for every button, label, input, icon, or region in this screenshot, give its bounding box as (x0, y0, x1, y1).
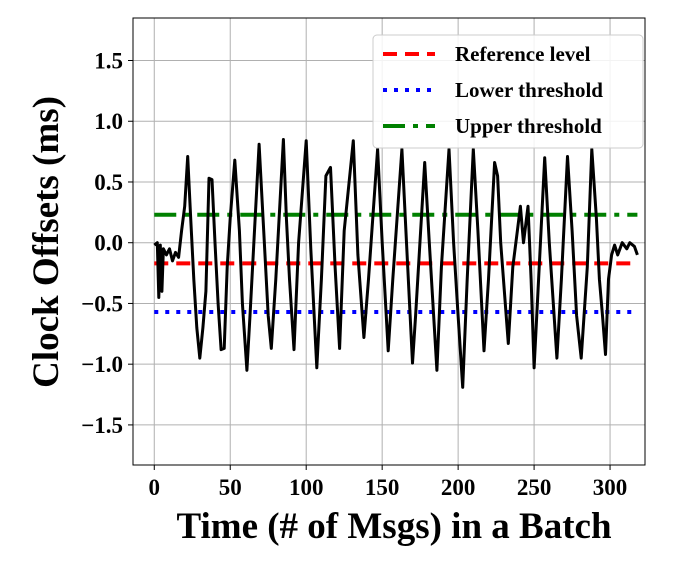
plot-frame (132, 17, 646, 466)
y-tick-label: −1.0 (81, 352, 123, 377)
legend-label: Reference level (455, 42, 591, 66)
y-tick-label: 0.5 (94, 170, 123, 195)
x-axis-ticks: 0 50 100 150 200 250 300 (149, 465, 628, 500)
y-axis-label: Clock Offsets (ms) (26, 96, 67, 388)
x-tick-label: 150 (365, 475, 400, 500)
x-tick-label: 200 (441, 475, 476, 500)
y-tick-label: 0.0 (94, 231, 123, 256)
x-tick-label: 100 (289, 475, 324, 500)
x-tick-label: 300 (593, 475, 628, 500)
legend-label: Lower threshold (455, 78, 603, 102)
x-tick-label: 0 (149, 475, 161, 500)
y-axis-ticks: 1.5 1.0 0.5 0.0 −0.5 −1.0 −1.5 (81, 49, 133, 438)
threshold-lines (154, 212, 638, 314)
y-tick-label: −0.5 (81, 291, 123, 316)
legend-box (372, 34, 644, 149)
legend: Reference level Lower threshold Upper thre… (372, 34, 644, 149)
legend-label: Upper threshold (455, 114, 602, 138)
y-tick-label: 1.5 (94, 49, 123, 74)
x-tick-label: 250 (517, 475, 552, 500)
x-tick-label: 50 (219, 475, 242, 500)
y-tick-label: −1.5 (81, 413, 123, 438)
signal-line (153, 138, 639, 389)
x-axis-label: Time (# of Msgs) in a Batch (176, 506, 611, 547)
y-tick-label: 1.0 (94, 109, 123, 134)
